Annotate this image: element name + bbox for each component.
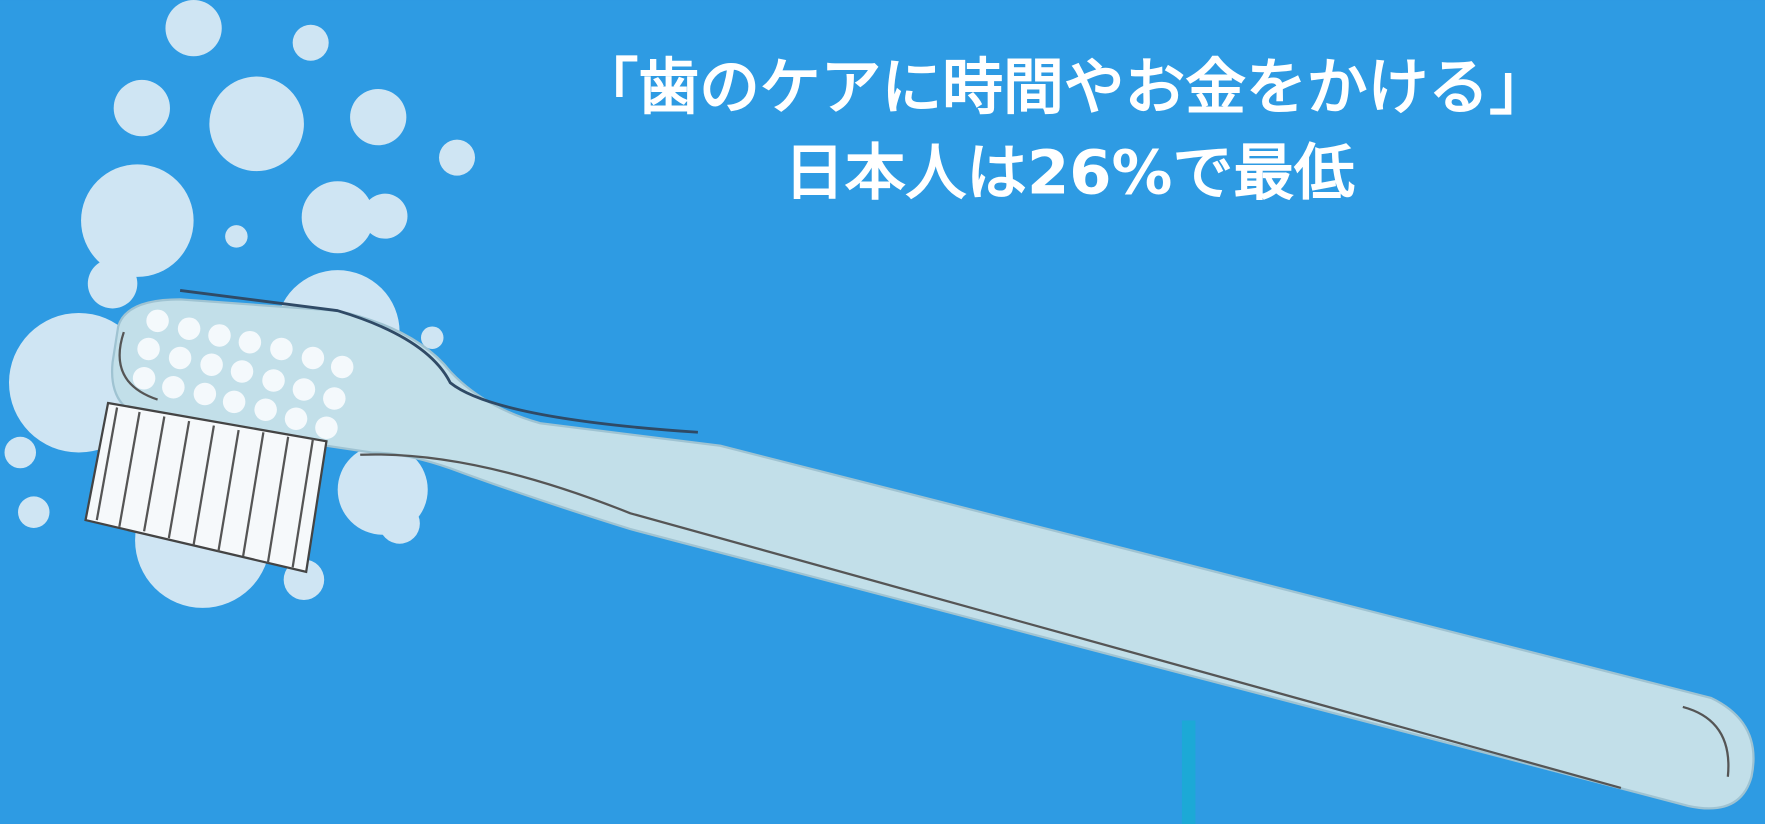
bristle-line <box>118 411 141 528</box>
title-line-2: 日本人は26%で最低 <box>784 139 1355 209</box>
bristle-lines <box>95 407 315 568</box>
bubble <box>81 164 194 277</box>
bubble <box>113 79 170 137</box>
title-line-1: 「歯のケアに時間やお金をかける」 <box>578 53 1550 123</box>
dot <box>200 353 223 376</box>
dot <box>162 375 185 399</box>
bristle-line <box>142 416 166 532</box>
handle-line <box>118 331 158 401</box>
bubble <box>209 76 304 172</box>
dot <box>132 366 156 390</box>
bubble <box>292 24 329 61</box>
bristle-line <box>167 420 191 539</box>
dot <box>315 416 338 440</box>
dot <box>146 309 169 333</box>
accent-bar <box>1181 720 1196 824</box>
bubble <box>362 193 408 239</box>
dot <box>262 369 285 392</box>
dot <box>330 355 354 379</box>
dot <box>137 337 160 361</box>
dot <box>254 398 277 422</box>
dot <box>208 324 231 347</box>
dot <box>193 382 217 406</box>
bubble <box>165 0 222 57</box>
handle-line <box>179 289 698 434</box>
bristle-block <box>84 401 328 574</box>
bubble <box>87 258 138 309</box>
bristle-line <box>242 432 265 557</box>
dot <box>270 337 293 361</box>
bristles <box>84 401 328 574</box>
bubble <box>301 181 374 254</box>
dot <box>323 387 346 410</box>
bubble <box>18 496 50 528</box>
dot <box>222 390 246 414</box>
handle-lines <box>118 289 1730 790</box>
bristle-line <box>95 407 119 521</box>
dot <box>168 346 192 370</box>
handle-line <box>360 453 1622 790</box>
dot <box>284 407 308 431</box>
dot <box>292 378 316 401</box>
bubble <box>379 503 420 544</box>
bubble <box>350 88 407 146</box>
handle-line <box>1682 705 1730 777</box>
bristle-dots <box>132 309 354 440</box>
bubble <box>225 225 248 248</box>
dot <box>177 317 201 340</box>
bristle-line <box>291 438 315 568</box>
dot <box>238 330 262 354</box>
bristle-line <box>192 425 215 546</box>
bristle-line <box>266 436 290 564</box>
dot <box>230 360 254 383</box>
bubble <box>420 326 444 349</box>
bubble <box>438 139 476 176</box>
dot <box>301 346 325 370</box>
bristle-line <box>217 429 240 552</box>
bubble <box>4 436 37 469</box>
